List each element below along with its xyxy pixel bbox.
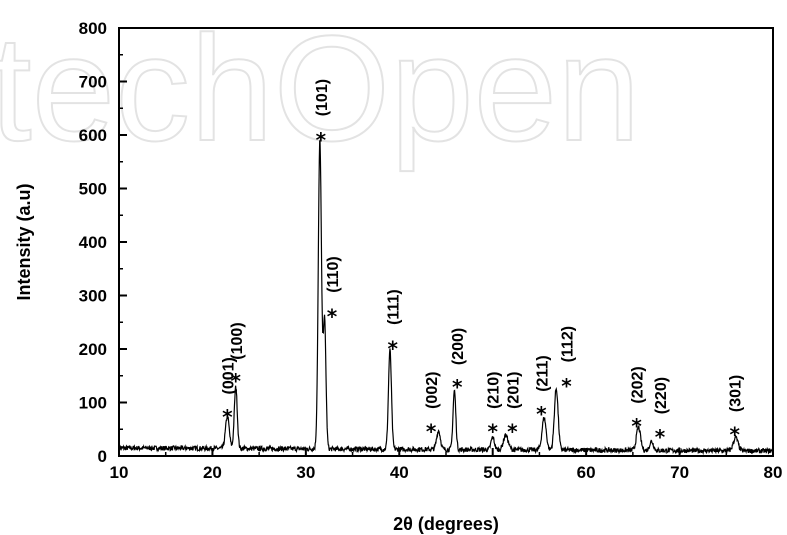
peak-marker-star: * [507, 420, 518, 444]
peak-label: (101) [314, 79, 331, 116]
peak-marker-star: * [327, 305, 338, 329]
axis-tick-labels: 10 20 30 40 50 60 70 80010020030040050060070080… [79, 19, 783, 482]
peak-label: (210) [486, 372, 503, 409]
peak-marker-star: * [536, 402, 547, 426]
x-tick-label: 70 [670, 463, 689, 482]
x-axis-title: 2θ (degrees) [393, 514, 499, 534]
peak-marker-star: * [426, 420, 437, 444]
peak-marker-star: * [655, 425, 666, 449]
peak-label: (112) [560, 326, 577, 362]
peak-marker-star: * [452, 375, 463, 399]
peak-annotations: *(001)*(100)*(101)*(110)*(111)*(002) *(20… [220, 79, 744, 449]
y-tick-label: 500 [79, 180, 107, 199]
y-tick-label: 300 [79, 287, 107, 306]
y-tick-label: 700 [79, 73, 107, 92]
peak-marker-star: * [388, 337, 399, 361]
peak-marker-star: * [316, 128, 327, 152]
y-tick-label: 0 [98, 447, 107, 466]
peak-label: (002) [424, 372, 441, 409]
peak-marker-star: * [222, 405, 233, 429]
peak-label: (110) [325, 256, 342, 292]
y-tick-label: 800 [79, 19, 107, 38]
peak-marker-star: * [729, 422, 740, 446]
x-tick-label: 30 [296, 463, 315, 482]
peak-label: (211) [534, 355, 551, 391]
y-tick-label: 400 [79, 233, 107, 252]
x-tick-label: 40 [390, 463, 409, 482]
y-tick-label: 200 [79, 340, 107, 359]
peak-label: (111) [386, 289, 403, 325]
peak-marker-star: * [561, 374, 572, 398]
y-tick-label: 600 [79, 126, 107, 145]
peak-label: (201) [505, 372, 522, 409]
diffraction-pattern-line [118, 139, 774, 456]
peak-marker-star: * [231, 369, 242, 393]
peak-label: (220) [653, 377, 670, 414]
peak-marker-star: * [487, 420, 498, 444]
y-axis-title: Intensity (a.u) [14, 183, 34, 300]
x-tick-label: 60 [577, 463, 596, 482]
peak-label: (001) [220, 357, 237, 394]
x-tick-label: 50 [483, 463, 502, 482]
peak-marker-star: * [631, 414, 642, 438]
peak-label: (301) [728, 375, 745, 412]
watermark-logo: techOpen [0, 4, 640, 172]
x-tick-label: 80 [764, 463, 783, 482]
peak-label: (202) [630, 366, 647, 403]
peak-label: (200) [450, 328, 467, 365]
y-tick-label: 100 [79, 394, 107, 413]
x-tick-label: 20 [203, 463, 222, 482]
x-tick-label: 10 [110, 463, 129, 482]
peak-label: (100) [229, 322, 246, 359]
